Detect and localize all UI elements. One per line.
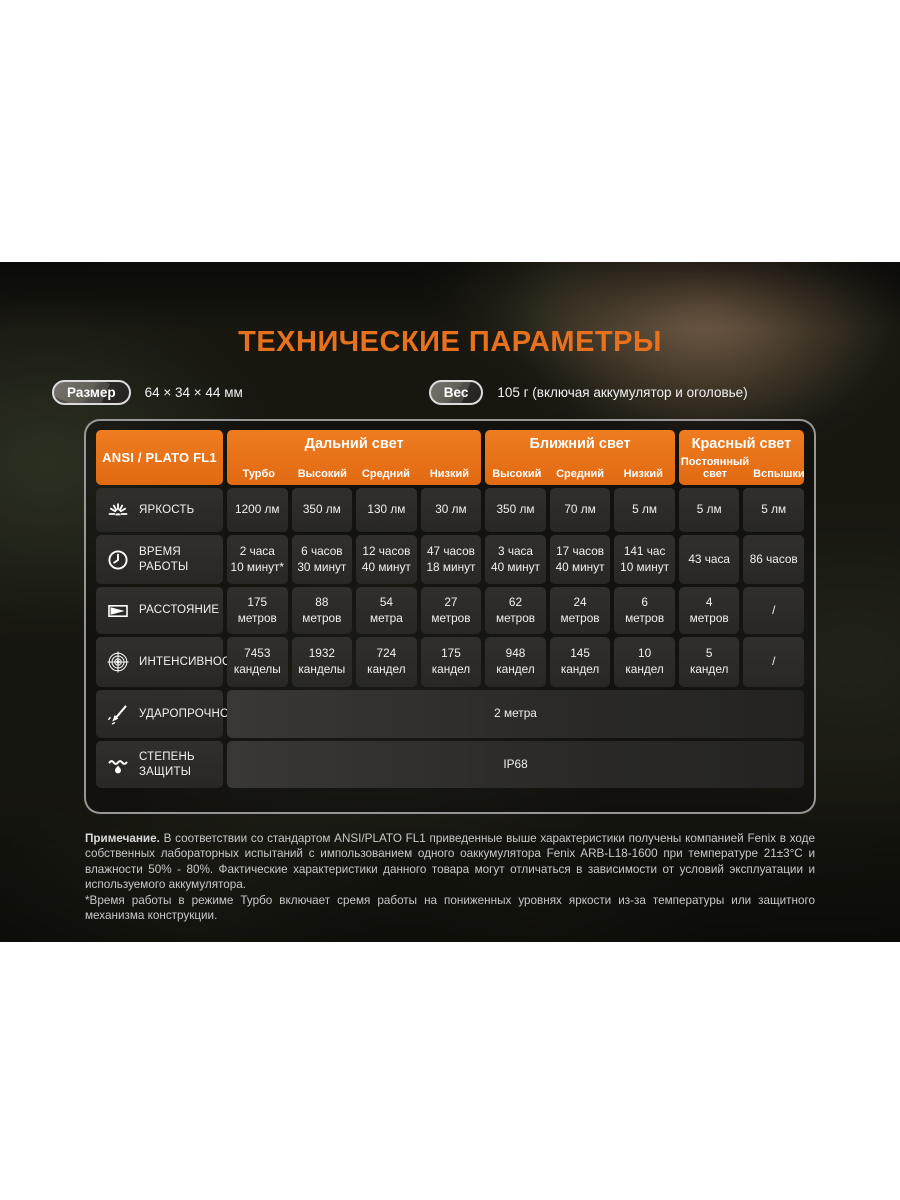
col-header-high: Высокий bbox=[297, 468, 347, 481]
brightness-icon bbox=[105, 498, 131, 522]
cell-intensity-red-flash: / bbox=[743, 637, 804, 687]
size-group: Размер 64 × 34 × 44 мм bbox=[52, 380, 243, 405]
row-label-text: ВРЕМЯ РАБОТЫ bbox=[139, 545, 189, 573]
cell-protection-value: IP68 bbox=[227, 741, 804, 788]
cell-runtime-high-far: 6 часов 30 минут bbox=[291, 535, 353, 584]
cell-brightness-red-constant: 5 лм bbox=[678, 488, 740, 532]
cell-distance-turbo: 175 метров bbox=[227, 587, 288, 634]
cell-runtime-mid-far: 12 часов 40 минут bbox=[356, 535, 417, 584]
table-corner-standard: ANSI / PLATO FL1 bbox=[96, 430, 223, 485]
cell-runtime-low-far: 47 часов 18 минут bbox=[420, 535, 482, 584]
cell-brightness-mid-near: 70 лм bbox=[549, 488, 611, 532]
row-label-text: РАССТОЯНИЕ bbox=[139, 604, 220, 617]
cell-runtime-turbo: 2 часа 10 минут* bbox=[227, 535, 288, 584]
footnote-turbo: *Время работы в режиме Турбо включает ср… bbox=[85, 893, 815, 923]
footnotes: Примечание. В соответствии со стандартом… bbox=[85, 831, 815, 923]
subheaders-near: Высокий Средний Низкий bbox=[487, 468, 673, 481]
cell-brightness-mid-far: 130 лм bbox=[356, 488, 417, 532]
cell-distance-red-flash: / bbox=[743, 587, 804, 634]
row-label-text: УДАРОПРОЧНОСТЬ bbox=[139, 707, 253, 720]
cell-intensity-red-constant: 5 кандел bbox=[678, 637, 740, 687]
weight-group: Вес 105 г (включая аккумулятор и оголовь… bbox=[428, 380, 748, 405]
cell-intensity-high-far: 1932 канделы bbox=[291, 637, 353, 687]
cell-brightness-turbo: 1200 лм bbox=[227, 488, 288, 532]
cell-runtime-high-near: 3 часа 40 минут bbox=[485, 535, 546, 584]
protection-icon bbox=[105, 753, 131, 777]
row-label-text: СТЕПЕНЬ ЗАЩИТЫ bbox=[139, 750, 195, 778]
subheaders-far: Турбо Высокий Средний Низкий bbox=[229, 468, 479, 481]
group-title-red: Красный свет bbox=[691, 436, 792, 452]
impact-icon bbox=[105, 702, 131, 726]
cell-intensity-low-far: 175 кандел bbox=[420, 637, 482, 687]
col-header-low: Низкий bbox=[429, 468, 470, 481]
cell-brightness-red-flash: 5 лм bbox=[743, 488, 804, 532]
cell-intensity-turbo: 7453 канделы bbox=[227, 637, 288, 687]
col-header-mid: Средний bbox=[556, 468, 605, 481]
cell-brightness-high-near: 350 лм bbox=[485, 488, 546, 532]
spec-content: ТЕХНИЧЕСКИЕ ПАРАМЕТРЫ Размер 64 × 34 × 4… bbox=[0, 262, 900, 923]
cell-distance-mid-far: 54 метра bbox=[356, 587, 417, 634]
col-header-mid: Средний bbox=[361, 468, 410, 481]
cell-distance-low-near: 6 метров bbox=[614, 587, 675, 634]
cell-runtime-mid-near: 17 часов 40 минут bbox=[549, 535, 611, 584]
cell-distance-red-constant: 4 метров bbox=[678, 587, 740, 634]
col-header-low: Низкий bbox=[623, 468, 663, 481]
col-header-constant: Постоянный свет bbox=[680, 455, 750, 481]
cell-distance-high-near: 62 метров bbox=[485, 587, 546, 634]
cell-runtime-low-near: 141 час 10 минут bbox=[614, 535, 675, 584]
cell-distance-mid-near: 24 метров bbox=[549, 587, 611, 634]
cell-runtime-red-flash: 86 часов bbox=[743, 535, 804, 584]
weight-value: 105 г (включая аккумулятор и оголовье) bbox=[497, 385, 748, 400]
cell-brightness-low-far: 30 лм bbox=[420, 488, 482, 532]
spec-table: ANSI / PLATO FL1 Дальний свет Турбо Высо… bbox=[96, 430, 805, 788]
row-label-runtime: ВРЕМЯ РАБОТЫ bbox=[96, 535, 223, 584]
cell-brightness-low-near: 5 лм bbox=[614, 488, 675, 532]
row-label-intensity: ИНТЕНСИВНОСТЬ bbox=[96, 637, 245, 687]
page-title: ТЕХНИЧЕСКИЕ ПАРАМЕТРЫ bbox=[238, 326, 662, 358]
size-value: 64 × 34 × 44 мм bbox=[144, 385, 243, 400]
top-white-margin bbox=[0, 0, 900, 262]
footnote-ansi: Примечание. В соответствии со стандартом… bbox=[85, 831, 815, 893]
weight-badge: Вес bbox=[428, 380, 484, 405]
bottom-white-margin bbox=[0, 942, 900, 1200]
col-header-flash: Вспышки bbox=[753, 468, 805, 481]
group-title-far: Дальний свет bbox=[304, 436, 404, 452]
row-label-impact: УДАРОПРОЧНОСТЬ bbox=[96, 690, 252, 738]
spec-section: ТЕХНИЧЕСКИЕ ПАРАМЕТРЫ Размер 64 × 34 × 4… bbox=[0, 262, 900, 942]
col-header-turbo: Турбо bbox=[242, 468, 276, 481]
footnote-text: В соответствии со стандартом ANSI/PLATO … bbox=[85, 832, 815, 892]
runtime-icon bbox=[105, 548, 131, 572]
row-label-distance: РАССТОЯНИЕ bbox=[96, 587, 223, 634]
cell-intensity-high-near: 948 кандел bbox=[485, 637, 546, 687]
dimensions-row: Размер 64 × 34 × 44 мм Вес 105 г (включа… bbox=[52, 380, 900, 405]
cell-brightness-high-far: 350 лм bbox=[291, 488, 353, 532]
row-label-brightness: ЯРКОСТЬ bbox=[96, 488, 223, 532]
cell-intensity-low-near: 10 кандел bbox=[614, 637, 675, 687]
distance-icon bbox=[105, 599, 131, 623]
cell-runtime-red-constant: 43 часа bbox=[678, 535, 740, 584]
spec-table-panel: ANSI / PLATO FL1 Дальний свет Турбо Высо… bbox=[84, 419, 816, 814]
subheaders-red: Постоянный свет Вспышки bbox=[680, 455, 805, 481]
row-label-text: ИНТЕНСИВНОСТЬ bbox=[139, 655, 246, 668]
header-group-red-light: Красный свет Постоянный свет Вспышки bbox=[678, 430, 805, 485]
header-group-near-light: Ближний свет Высокий Средний Низкий bbox=[485, 430, 675, 485]
row-label-protection: СТЕПЕНЬ ЗАЩИТЫ bbox=[96, 741, 223, 788]
cell-intensity-mid-near: 145 кандел bbox=[549, 637, 611, 687]
footnote-label: Примечание. bbox=[85, 832, 160, 845]
intensity-icon bbox=[105, 650, 131, 674]
row-label-text: ЯРКОСТЬ bbox=[139, 503, 195, 516]
header-group-far-light: Дальний свет Турбо Высокий Средний Низки… bbox=[227, 430, 482, 485]
cell-intensity-mid-far: 724 кандел bbox=[356, 637, 417, 687]
cell-impact-value: 2 метра bbox=[227, 690, 804, 738]
group-title-near: Ближний свет bbox=[529, 436, 631, 452]
size-badge: Размер bbox=[52, 380, 131, 405]
col-header-high: Высокий bbox=[492, 468, 542, 481]
cell-distance-high-far: 88 метров bbox=[291, 587, 353, 634]
cell-distance-low-far: 27 метров bbox=[420, 587, 482, 634]
